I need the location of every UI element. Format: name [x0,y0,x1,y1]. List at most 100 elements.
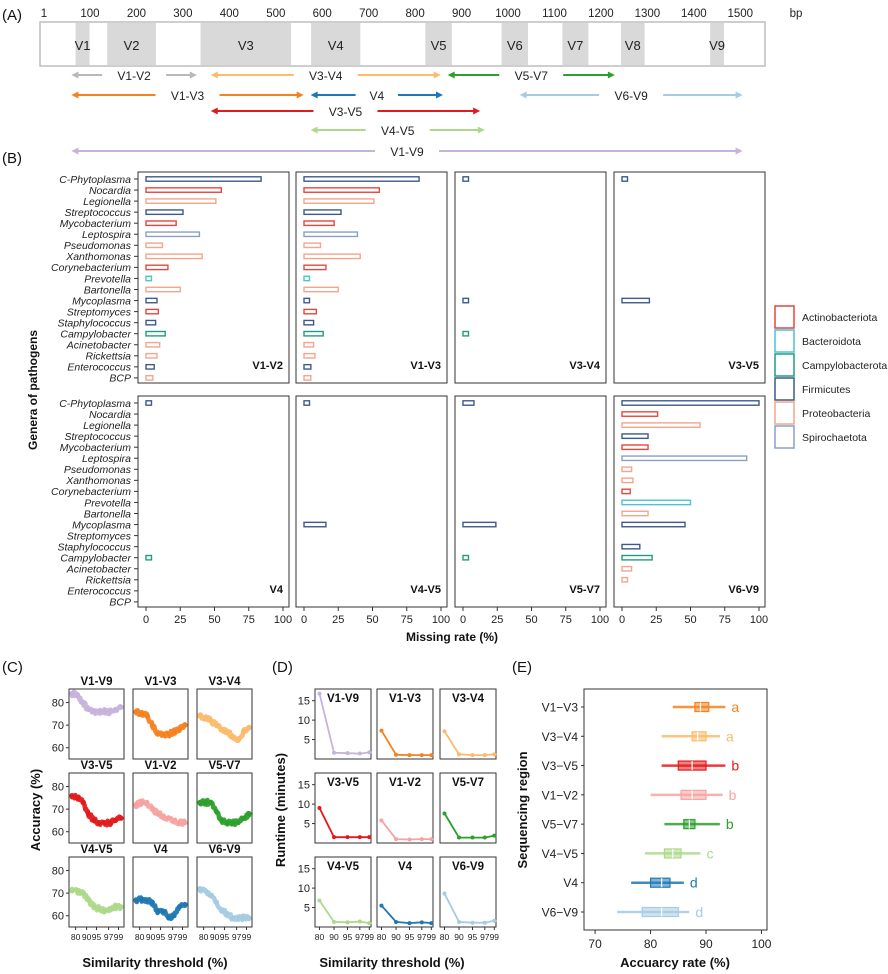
facet-title: V4 [270,584,284,596]
data-point [155,731,161,737]
x-tick-label: 25 [174,614,186,626]
bar-leptospira [303,231,359,238]
row-v3-v4: V3−V4 a [542,728,734,744]
data-point [69,792,75,799]
legend-item-proteobacteria: Proteobacteria [774,401,870,425]
data-point [118,815,124,821]
y-tick-label: V3−V5 [542,759,579,773]
legend-swatch [774,401,795,425]
x-tick-label: 97 [480,932,490,942]
row-v6-v9: V6−V9 d [542,904,704,920]
amplicon-v1-v2: V1-V2 [71,69,197,83]
data-point [166,731,172,737]
x-tick-label: 50 [208,614,220,626]
facet-title: V1-V2 [145,760,177,772]
data-point [112,706,119,712]
amplicon-v1-v3: V1-V3 [71,89,304,103]
data-point [482,835,487,840]
x-tick-label: 95 [92,932,102,942]
bar-mycobacterium [145,220,177,227]
x-tick-label: 97 [232,932,242,942]
row-v1-v3: V1−V3 a [542,699,740,715]
axis-tick-label: 1000 [495,8,521,20]
y-tick-label: 80 [52,866,64,878]
data-point [69,690,75,697]
x-tick-label: 90 [146,932,156,942]
x-tick-label: 99 [242,932,252,942]
panel-b-missing-rate: V1-V2 V1-V3 V3-V4 V3-V5 V4 0 25 50 75 100 V4-V5 0 25… [26,171,887,644]
accuracy-points [197,712,252,744]
bar-campylobacter [462,330,470,337]
amplicon-label: V5-V7 [515,69,549,83]
variable-region-v3 [200,23,292,65]
bar-c-phytoplasma [145,176,262,182]
bar-campylobacter [462,554,470,561]
bar-streptomyces [303,308,318,315]
bar-corynebacterium [621,488,631,495]
data-point [138,897,145,903]
data-point [166,815,172,821]
data-point [442,811,447,816]
y-tick-label: 80 [52,698,64,710]
data-point [208,718,214,724]
data-point [419,753,424,758]
y-tick-label: 60 [52,911,64,923]
x-tick-label: 70 [588,937,602,951]
facet-title: V4 [153,844,168,856]
facet-v1-v3: V1-V3 [295,171,448,384]
bar-mycoplasma [303,297,311,304]
legend-item-spirochaetota: Spirochaetota [774,425,867,449]
y-tick-label: V5−V7 [542,818,579,832]
arrow-right-icon [436,91,444,99]
legend-label: Campylobacterota [802,360,887,372]
y-tick-label: Rickettsia [85,575,131,587]
bar-mycoplasma [621,297,651,304]
data-point [149,806,155,812]
data-point [197,886,203,892]
data-point [394,752,399,757]
box [641,906,679,918]
x-tick-label: 95 [156,932,166,942]
x-tick-label: 50 [525,614,537,626]
data-point [160,908,166,914]
axis-tick-label: 1500 [727,8,753,20]
y-tick-label: V1−V3 [542,701,579,715]
y-tick-label: Xanthomonas [65,251,132,263]
facet-frame [132,856,189,928]
data-point [118,704,124,710]
facet-title: V6-V9 [209,844,241,856]
y-tick-label: 15 [298,696,310,708]
x-tick-label: 25 [491,614,503,626]
arrow-right-icon [296,91,304,99]
facet-frame [439,856,497,928]
arrow-left-icon [210,71,218,79]
box [691,731,707,742]
bar-legionella [145,198,217,204]
y-axis-title: Genera of pathogens [26,330,40,450]
axis-tick-label: 1400 [681,8,707,20]
y-tick-label: Mycoplasma [72,295,131,307]
data-point [149,899,155,905]
x-tick-label: 97 [104,932,114,942]
data-point [470,753,475,758]
significance-letter: a [731,699,739,715]
data-point [176,820,183,826]
data-point [102,908,108,914]
variable-region-v8 [620,23,645,65]
x-tick-label: 50 [684,614,696,626]
facet-title: V3-V5 [81,760,114,772]
x-tick-label: 99 [490,932,500,942]
bar-enterococcus [145,363,155,370]
y-axis-title: Runtime (minutes) [273,753,288,867]
y-tick-label: Mycoplasma [72,519,131,531]
x-tick-label: 75 [560,614,572,626]
x-tick-label: 0 [460,614,466,626]
data-point [107,820,113,826]
data-point [470,920,475,925]
y-tick-label: Nocardia [89,185,131,197]
facet-v3-v5: V3-V5 5 10 15 [298,772,372,844]
axis-tick-label: 100 [80,8,99,20]
data-point [213,808,219,814]
data-point [482,920,487,925]
